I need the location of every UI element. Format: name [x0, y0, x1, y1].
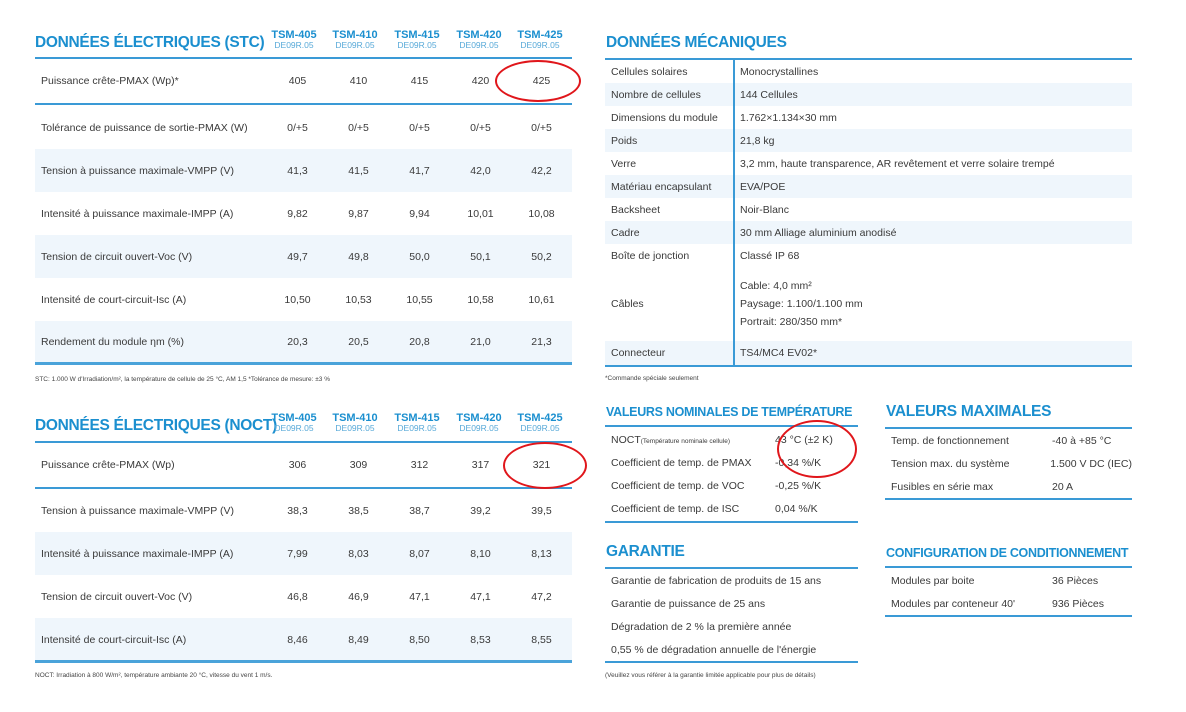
mech-row: Nombre de cellules 144 Cellules [605, 83, 1132, 106]
warranty-footnote: (Veuillez vous référer à la garantie lim… [605, 672, 816, 679]
temperature-title: VALEURS NOMINALES DE TEMPÉRATURE [606, 405, 853, 419]
mech-row: Cadre 30 mm Alliage aluminium anodisé [605, 221, 1132, 244]
noct-title: DONNÉES ÉLECTRIQUES (NOCT) [35, 417, 277, 434]
stc-row-isc: Intensité de court-circuit-Isc (A) 10,50… [41, 293, 555, 306]
mech-row: Cellules solaires Monocrystallines [611, 65, 819, 78]
stc-footnote: STC: 1.000 W d'Irradiation/m², la tempér… [35, 376, 330, 383]
mech-row: Poids 21,8 kg [605, 129, 1132, 152]
warranty-row: Garantie de fabrication de produits de 1… [611, 574, 822, 587]
divider [605, 365, 1132, 367]
divider [885, 498, 1132, 500]
stc-model-header: TSM-405 DE09R.05 [271, 29, 317, 51]
max-row: Temp. de fonctionnement -40 à +85 °C [891, 434, 1112, 447]
warranty-title: GARANTIE [606, 543, 685, 560]
highlight-circle-temperature [777, 420, 857, 478]
mech-row: Dimensions du module 1.762×1.134×30 mm [611, 111, 837, 124]
noct-model-header: TSM-405 DE09R.05 [271, 412, 317, 434]
noct-row-voc: Tension de circuit ouvert-Voc (V) 46,8 4… [41, 590, 552, 603]
stc-model-header: TSM-410 DE09R.05 [332, 29, 378, 51]
divider [605, 58, 1132, 60]
stc-title: DONNÉES ÉLECTRIQUES (STC) [35, 34, 265, 51]
packaging-title: CONFIGURATION DE CONDITIONNEMENT [886, 546, 1129, 560]
divider [605, 567, 858, 569]
warranty-row: 0,55 % de dégradation annuelle de l'éner… [611, 643, 817, 656]
noct-model-header: TSM-420 DE09R.05 [456, 412, 502, 434]
divider [35, 487, 572, 489]
noct-footnote: NOCT: Irradiation à 800 W/m², températur… [35, 672, 273, 679]
mech-row: Matériau encapsulant EVA/POE [605, 175, 1132, 198]
divider [605, 521, 858, 523]
noct-model-header: TSM-410 DE09R.05 [332, 412, 378, 434]
divider [885, 427, 1132, 429]
divider [605, 661, 858, 663]
mech-row: Verre 3,2 mm, haute transparence, AR revê… [611, 157, 1055, 170]
stc-model-header: TSM-425 DE09R.05 [517, 29, 563, 51]
divider [35, 103, 572, 105]
stc-row-vmpp: Tension à puissance maximale-VMPP (V) 41… [35, 149, 572, 192]
noct-row-vmpp: Tension à puissance maximale-VMPP (V) 38… [41, 505, 552, 517]
stc-row-tolerance: Tolérance de puissance de sortie-PMAX (W… [41, 121, 552, 134]
noct-row-pmax: Puissance crête-PMAX (Wp) 306 309 312 31… [41, 459, 551, 471]
packaging-row: Modules par boite 36 Pièces [891, 574, 1099, 587]
mech-row: Backsheet Noir-Blanc [611, 203, 790, 216]
stc-model-header: TSM-415 DE09R.05 [394, 29, 440, 51]
temp-row: Coefficient de temp. de VOC -0,25 %/K [611, 479, 822, 492]
noct-row-impp: Intensité à puissance maximale-IMPP (A) … [35, 532, 572, 575]
divider [885, 615, 1132, 617]
stc-row-voc: Tension de circuit ouvert-Voc (V) 49,7 4… [35, 235, 572, 278]
maximum-title: VALEURS MAXIMALES [886, 403, 1052, 420]
mechanical-title: DONNÉES MÉCANIQUES [606, 34, 787, 51]
warranty-row: Garantie de puissance de 25 ans [611, 597, 766, 610]
highlight-circle-425 [495, 60, 581, 102]
mechanical-footnote: *Commande spéciale seulement [605, 375, 699, 382]
stc-model-header: TSM-420 DE09R.05 [456, 29, 502, 51]
noct-model-header: TSM-415 DE09R.05 [394, 412, 440, 434]
divider [605, 425, 858, 427]
mech-row: Connecteur TS4/MC4 EV02* [605, 341, 1132, 365]
mech-row-cables: Câbles Cable: 4,0 mm² Paysage: 1.100/1.1… [611, 280, 863, 328]
highlight-circle-321 [503, 442, 587, 489]
stc-row-pmax: Puissance crête-PMAX (Wp)* 405 410 415 4… [41, 74, 551, 87]
divider [35, 441, 572, 443]
divider [35, 57, 572, 59]
packaging-row: Modules par conteneur 40' 936 Pièces [891, 597, 1104, 610]
divider [35, 362, 572, 365]
noct-model-header: TSM-425 DE09R.05 [517, 412, 563, 434]
mech-row: Boîte de jonction Classé IP 68 [611, 249, 800, 262]
warranty-row: Dégradation de 2 % la première année [611, 620, 792, 633]
max-row: Tension max. du système 1.500 V DC (IEC) [891, 457, 1132, 470]
noct-row-isc: Intensité de court-circuit-Isc (A) 8,46 … [35, 618, 572, 661]
stc-row-impp: Intensité à puissance maximale-IMPP (A) … [41, 207, 555, 220]
max-row: Fusibles en série max 20 A [891, 480, 1074, 493]
divider [885, 566, 1132, 568]
temp-row: Coefficient de temp. de ISC 0,04 %/K [611, 502, 818, 515]
column-divider [733, 60, 735, 365]
stc-row-efficiency: Rendement du module ηm (%) 20,3 20,5 20,… [35, 321, 572, 363]
divider [35, 660, 572, 663]
